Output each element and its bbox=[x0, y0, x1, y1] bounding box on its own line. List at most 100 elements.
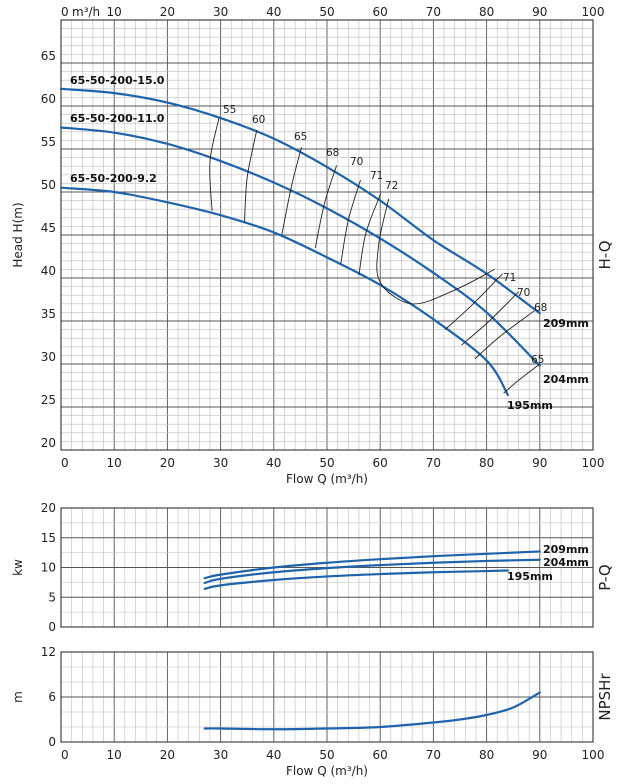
power-curve-0 bbox=[203, 550, 541, 580]
top-x-tick-label: 0 bbox=[61, 5, 69, 19]
y-tick-label: 60 bbox=[41, 92, 56, 106]
y-tick-label: 30 bbox=[41, 350, 56, 364]
npshr-curve bbox=[203, 691, 541, 731]
x-tick-label: 30 bbox=[213, 748, 228, 762]
efficiency-label: 71 bbox=[503, 272, 516, 284]
efficiency-label: 72 bbox=[385, 180, 398, 192]
top-x-tick-label: 90 bbox=[532, 5, 547, 19]
head-curve-0 bbox=[59, 87, 541, 315]
side-label: P-Q bbox=[596, 564, 614, 590]
x-tick-label: 60 bbox=[373, 748, 388, 762]
power-curve-1 bbox=[203, 558, 541, 585]
x-tick-label: 100 bbox=[582, 748, 605, 762]
top-x-tick-label: 40 bbox=[266, 5, 281, 19]
y-tick-label: 50 bbox=[41, 178, 56, 192]
top-x-tick-label: 100 bbox=[582, 5, 605, 19]
x-tick-label: 100 bbox=[582, 456, 605, 470]
impeller-diameter-label: 209mm bbox=[543, 317, 589, 330]
top-x-tick-label: 10 bbox=[107, 5, 122, 19]
x-tick-label: 70 bbox=[426, 748, 441, 762]
plot-frame bbox=[60, 651, 594, 743]
x-tick-label: 40 bbox=[266, 748, 281, 762]
head-curve-1 bbox=[59, 126, 541, 367]
efficiency-label: 65 bbox=[294, 131, 307, 143]
impeller-diameter-label: 195mm bbox=[507, 570, 553, 583]
y-tick-label: 0 bbox=[48, 620, 56, 634]
x-tick-label: 0 bbox=[61, 748, 69, 762]
side-label: H-Q bbox=[596, 240, 614, 269]
y-tick-label: 20 bbox=[41, 501, 56, 515]
impeller-diameter-label: 209mm bbox=[543, 543, 589, 556]
x-tick-label: 90 bbox=[532, 748, 547, 762]
top-x-tick-label: 60 bbox=[373, 5, 388, 19]
x-tick-label: 20 bbox=[160, 748, 175, 762]
y-tick-label: 65 bbox=[41, 49, 56, 63]
top-axis-unit: m³/h bbox=[72, 5, 100, 19]
y-tick-label: 0 bbox=[48, 735, 56, 749]
iso-efficiency-curve bbox=[503, 363, 541, 394]
top-x-tick-label: 80 bbox=[479, 5, 494, 19]
y-tick-label: 35 bbox=[41, 307, 56, 321]
x-tick-label: 10 bbox=[107, 456, 122, 470]
x-tick-label: 30 bbox=[213, 456, 228, 470]
y-tick-label: 12 bbox=[41, 645, 56, 659]
efficiency-label: 55 bbox=[223, 104, 236, 116]
efficiency-label: 70 bbox=[517, 287, 530, 299]
y-axis-label: kw bbox=[11, 559, 25, 576]
top-x-tick-label: 50 bbox=[319, 5, 334, 19]
iso-efficiency-curve bbox=[376, 198, 495, 305]
top-x-tick-label: 70 bbox=[426, 5, 441, 19]
x-tick-label: 50 bbox=[319, 748, 334, 762]
impeller-diameter-label: 195mm bbox=[507, 399, 553, 412]
iso-efficiency-curve bbox=[281, 147, 302, 236]
side-label: NPSHr bbox=[596, 673, 614, 721]
x-tick-label: 50 bbox=[319, 456, 334, 470]
iso-efficiency-curve bbox=[244, 129, 258, 223]
iso-efficiency-curve bbox=[461, 291, 519, 346]
x-tick-label: 80 bbox=[479, 748, 494, 762]
top-x-tick-label: 20 bbox=[160, 5, 175, 19]
y-tick-label: 5 bbox=[48, 590, 56, 604]
y-tick-label: 25 bbox=[41, 393, 56, 407]
iso-efficiency-curve bbox=[209, 117, 220, 211]
impeller-diameter-label: 204mm bbox=[543, 373, 589, 386]
plot-frame bbox=[60, 507, 594, 628]
y-axis-label: Head H(m) bbox=[11, 202, 25, 267]
series-name: 65-50-200-11.0 bbox=[70, 112, 165, 125]
iso-efficiency-curve bbox=[314, 165, 338, 248]
head-curve-2 bbox=[59, 186, 509, 397]
efficiency-label: 70 bbox=[350, 156, 363, 168]
npshr-panel: 0 6 12 0 10 20 30 40 50 60 70 80 90 100 Flow Q (m³/h) m… bbox=[11, 645, 614, 778]
y-tick-label: 15 bbox=[41, 531, 56, 545]
y-tick-label: 6 bbox=[48, 690, 56, 704]
x-axis-label: Flow Q (m³/h) bbox=[286, 472, 368, 486]
y-tick-label: 55 bbox=[41, 135, 56, 149]
x-tick-label: 0 bbox=[61, 456, 69, 470]
x-tick-label: 10 bbox=[107, 748, 122, 762]
x-axis-label: Flow Q (m³/h) bbox=[286, 764, 368, 778]
efficiency-label: 60 bbox=[252, 114, 265, 126]
series-name: 65-50-200-9.2 bbox=[70, 172, 157, 185]
efficiency-label: 68 bbox=[326, 147, 339, 159]
plot-frame bbox=[60, 19, 594, 451]
efficiency-label: 65 bbox=[531, 354, 544, 366]
series-name: 65-50-200-15.0 bbox=[70, 74, 165, 87]
y-tick-label: 40 bbox=[41, 264, 56, 278]
x-tick-label: 90 bbox=[532, 456, 547, 470]
iso-efficiency-curve bbox=[340, 179, 361, 264]
x-tick-label: 20 bbox=[160, 456, 175, 470]
head-flow-panel: 20 25 30 35 40 45 50 55 60 65 0 10 10 20 20 30 30 40 40 50 5… bbox=[11, 5, 614, 486]
y-axis-label: m bbox=[11, 691, 25, 703]
iso-efficiency-curve bbox=[358, 193, 382, 276]
y-tick-label: 20 bbox=[41, 436, 56, 450]
power-curve-2 bbox=[203, 569, 509, 591]
x-tick-label: 40 bbox=[266, 456, 281, 470]
y-tick-label: 45 bbox=[41, 221, 56, 235]
iso-efficiency-curve bbox=[444, 273, 503, 330]
x-tick-label: 60 bbox=[373, 456, 388, 470]
efficiency-label: 71 bbox=[370, 170, 383, 182]
y-tick-label: 10 bbox=[41, 561, 56, 575]
top-x-tick-label: 30 bbox=[213, 5, 228, 19]
